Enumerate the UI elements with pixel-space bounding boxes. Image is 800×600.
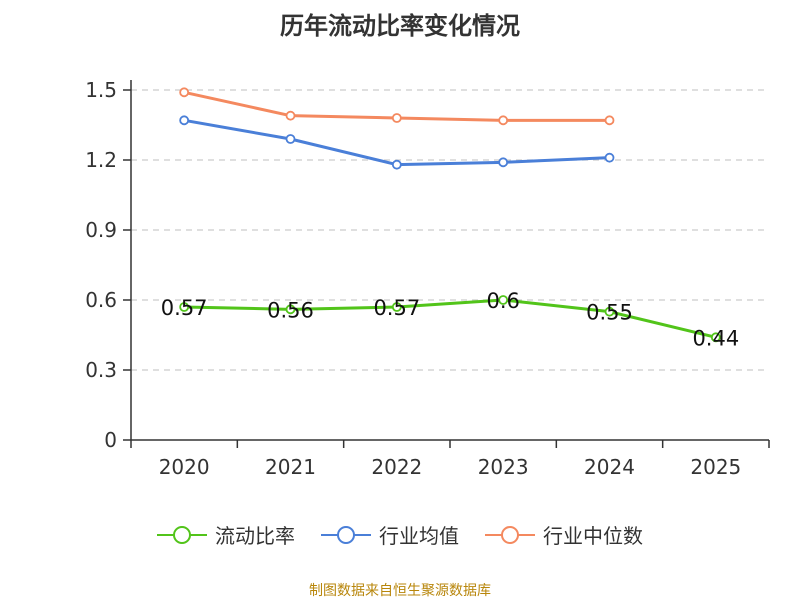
legend-item-current-ratio[interactable]: 流动比率	[157, 520, 295, 549]
legend-label-industry-median: 行业中位数	[543, 524, 643, 548]
data-point[interactable]	[179, 87, 190, 98]
legend-industry-mean-icon	[321, 525, 371, 544]
data-point[interactable]	[285, 110, 296, 121]
y-tick-label: 0.3	[85, 358, 117, 382]
data-label: 0.56	[267, 298, 314, 322]
data-point[interactable]	[179, 302, 190, 312]
legend-label-industry-mean: 行业均值	[379, 524, 459, 548]
x-tick-label: 2021	[265, 455, 316, 479]
chart-title: 历年流动比率变化情况	[280, 12, 520, 40]
data-point[interactable]	[391, 302, 402, 312]
y-tick-label: 1.2	[85, 148, 117, 172]
legend-current-ratio-icon	[157, 525, 207, 544]
legend-industry-median-icon	[485, 525, 535, 544]
y-tick-label: 0.6	[85, 288, 117, 312]
data-point[interactable]	[604, 306, 615, 317]
series-line	[184, 298, 717, 339]
data-label: 0.44	[692, 326, 739, 350]
data-label: 0.57	[373, 296, 420, 320]
data-point[interactable]	[391, 113, 402, 123]
legend-item-industry-mean[interactable]: 行业均值	[321, 520, 459, 549]
data-point[interactable]	[498, 295, 509, 305]
data-label: 0.57	[161, 296, 208, 320]
data-point[interactable]	[498, 115, 509, 126]
data-label: 0.6	[486, 289, 519, 313]
x-tick-label: 2024	[584, 455, 635, 479]
data-point[interactable]	[604, 152, 615, 163]
legend-label-current-ratio: 流动比率	[215, 524, 295, 548]
data-point[interactable]	[498, 157, 509, 168]
x-tick-label: 2022	[371, 455, 422, 479]
x-tick-label: 2023	[478, 455, 529, 479]
y-tick-label: 1.5	[85, 78, 117, 102]
data-point[interactable]	[285, 304, 296, 315]
data-point[interactable]	[604, 115, 615, 126]
data-point[interactable]	[179, 115, 190, 126]
legend-item-industry-median[interactable]: 行业中位数	[485, 520, 643, 549]
x-tick-label: 2020	[159, 455, 210, 479]
y-tick-label: 0	[104, 428, 117, 452]
series-line	[183, 118, 610, 167]
data-point[interactable]	[710, 332, 721, 343]
legend: 流动比率 行业均值 行业中位数	[0, 520, 800, 549]
data-point[interactable]	[285, 134, 296, 144]
data-point[interactable]	[391, 159, 402, 170]
data-label: 0.55	[586, 301, 633, 325]
x-tick-label: 2025	[690, 455, 741, 479]
source-note: 制图数据来自恒生聚源数据库	[309, 583, 491, 599]
y-tick-label: 0.9	[85, 218, 117, 242]
